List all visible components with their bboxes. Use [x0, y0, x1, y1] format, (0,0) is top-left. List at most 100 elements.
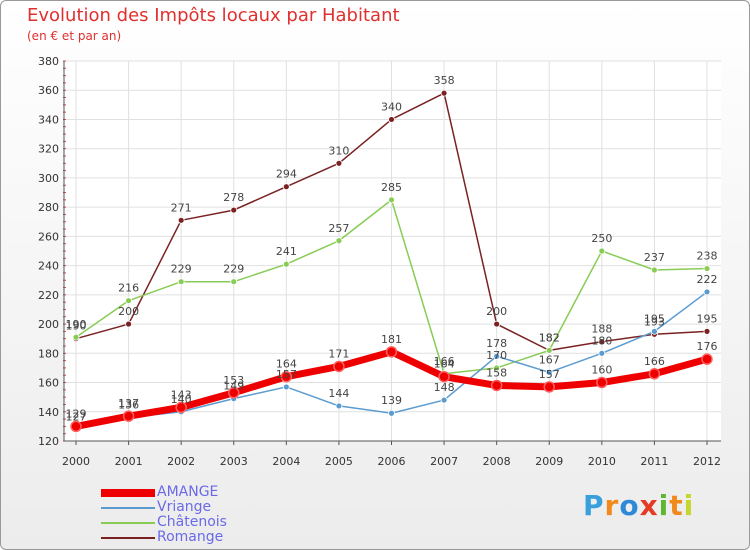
x-tick-label: 2009 — [535, 455, 563, 468]
data-label-vriange: 127 — [66, 410, 87, 423]
data-point-romange — [388, 116, 395, 123]
data-label-vriange: 139 — [381, 394, 402, 407]
y-tick-label: 320 — [38, 143, 59, 156]
data-label-châtenois: 182 — [539, 331, 560, 344]
data-label-châtenois: 257 — [328, 222, 349, 235]
data-label-amange: 160 — [591, 364, 612, 377]
data-point-vriange — [335, 402, 343, 410]
y-tick-label: 120 — [38, 435, 59, 448]
data-point-châtenois — [230, 278, 238, 286]
data-point-amange — [333, 360, 345, 373]
legend-swatch — [101, 488, 155, 497]
data-point-romange — [282, 183, 290, 191]
y-tick-label: 280 — [38, 201, 59, 214]
data-point-vriange — [388, 409, 395, 417]
data-label-romange: 278 — [223, 191, 244, 204]
data-label-vriange: 178 — [486, 337, 507, 350]
data-point-châtenois — [493, 364, 501, 372]
proxiti-logo: Proxiti — [583, 489, 694, 522]
data-point-châtenois — [545, 346, 553, 354]
legend-item-romange: Romange — [101, 530, 227, 545]
data-point-amange — [543, 381, 555, 393]
chart-subtitle: (en € et par an) — [27, 29, 122, 43]
y-tick-label: 160 — [38, 377, 59, 390]
chart-title: Evolution des Impôts locaux par Habitant — [27, 5, 400, 26]
data-point-amange — [648, 368, 661, 380]
data-label-châtenois: 250 — [591, 232, 612, 245]
data-label-vriange: 195 — [644, 312, 665, 325]
data-label-châtenois: 237 — [644, 251, 665, 264]
data-point-châtenois — [335, 237, 343, 245]
data-label-amange: 129 — [66, 407, 87, 420]
y-tick-label: 200 — [38, 318, 59, 331]
data-label-vriange: 148 — [434, 381, 455, 394]
y-tick-label: 300 — [38, 172, 59, 185]
data-label-vriange: 144 — [328, 387, 349, 400]
legend-item-châtenois: Châtenois — [101, 515, 227, 530]
data-label-châtenois: 238 — [697, 250, 718, 263]
legend-item-vriange: Vriange — [101, 500, 227, 515]
data-point-châtenois — [177, 278, 185, 286]
data-label-amange: 157 — [539, 368, 560, 381]
y-tick-label: 260 — [38, 230, 59, 243]
data-point-vriange — [598, 349, 606, 357]
data-label-vriange: 167 — [539, 353, 560, 366]
data-label-châtenois: 190 — [66, 318, 87, 331]
legend-swatch — [101, 536, 155, 539]
logo-letter: o — [619, 489, 640, 522]
logo-letter: x — [639, 489, 659, 522]
data-label-romange: 188 — [591, 323, 612, 336]
x-tick-label: 2011 — [640, 455, 668, 468]
data-label-vriange: 157 — [276, 368, 297, 381]
data-label-amange: 181 — [381, 333, 402, 346]
legend-label: Vriange — [157, 499, 212, 515]
data-point-amange — [122, 410, 135, 422]
x-tick-label: 2005 — [325, 455, 353, 468]
data-point-amange — [175, 401, 187, 414]
data-label-romange: 193 — [644, 315, 665, 328]
legend-swatch — [101, 521, 155, 524]
logo-letter: i — [658, 489, 670, 522]
x-tick-label: 2010 — [588, 455, 616, 468]
data-point-châtenois — [651, 266, 658, 274]
data-point-vriange — [493, 352, 501, 360]
y-tick-label: 340 — [38, 113, 59, 126]
data-point-châtenois — [598, 247, 606, 255]
data-label-romange: 190 — [66, 320, 87, 333]
data-point-amange — [70, 420, 82, 433]
data-label-romange: 310 — [328, 144, 349, 157]
data-label-vriange: 149 — [223, 380, 244, 393]
y-tick-label: 240 — [38, 260, 59, 273]
data-label-romange: 358 — [434, 74, 455, 87]
data-point-romange — [335, 159, 343, 167]
x-tick-label: 2006 — [378, 455, 406, 468]
data-label-amange: 176 — [697, 340, 718, 353]
data-label-romange: 200 — [486, 305, 507, 318]
data-point-amange — [596, 376, 608, 389]
data-point-vriange — [282, 383, 290, 391]
data-label-romange: 294 — [276, 168, 297, 181]
data-point-châtenois — [125, 297, 132, 305]
legend-label: Châtenois — [157, 514, 227, 530]
logo-letter: t — [669, 489, 684, 522]
legend-label: Romange — [157, 529, 224, 545]
data-point-amange — [385, 346, 398, 358]
x-tick-label: 2000 — [62, 455, 90, 468]
data-label-châtenois: 241 — [276, 245, 297, 258]
data-point-châtenois — [72, 333, 80, 341]
data-label-vriange: 180 — [591, 334, 612, 347]
data-label-châtenois: 216 — [118, 282, 139, 295]
data-point-amange — [438, 370, 450, 383]
chart-legend: AMANGE Vriange Châtenois Romange — [101, 485, 227, 545]
data-point-romange — [230, 206, 238, 214]
data-label-romange: 340 — [381, 100, 402, 113]
data-point-vriange — [545, 368, 553, 376]
data-label-amange: 137 — [118, 397, 139, 410]
legend-swatch — [101, 506, 155, 509]
data-label-amange: 164 — [276, 358, 297, 371]
data-label-châtenois: 170 — [486, 349, 507, 362]
y-tick-label: 180 — [38, 347, 59, 360]
y-tick-label: 380 — [38, 55, 59, 68]
